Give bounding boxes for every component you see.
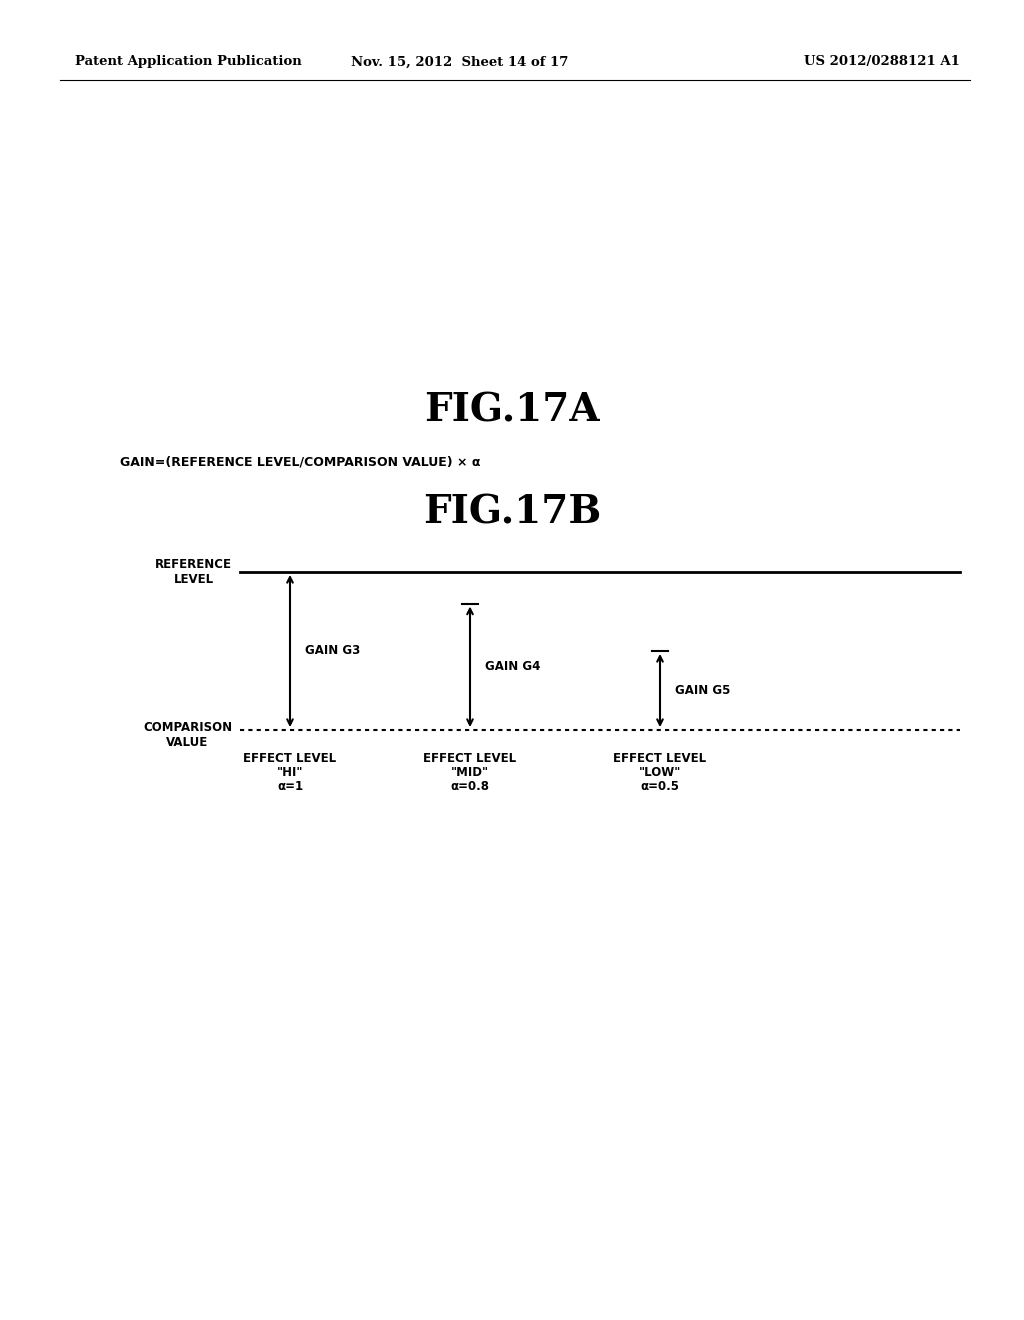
Text: GAIN G5: GAIN G5 — [675, 684, 730, 697]
Text: REFERENCE
LEVEL: REFERENCE LEVEL — [155, 558, 232, 586]
Text: "MID": "MID" — [451, 766, 489, 779]
Text: COMPARISON
VALUE: COMPARISON VALUE — [143, 721, 232, 748]
Text: "LOW": "LOW" — [639, 766, 681, 779]
Text: GAIN=(REFERENCE LEVEL/COMPARISON VALUE) × α: GAIN=(REFERENCE LEVEL/COMPARISON VALUE) … — [120, 455, 480, 469]
Text: FIG.17B: FIG.17B — [423, 492, 601, 531]
Text: α=0.8: α=0.8 — [451, 780, 489, 793]
Text: EFFECT LEVEL: EFFECT LEVEL — [244, 752, 337, 766]
Text: Patent Application Publication: Patent Application Publication — [75, 55, 302, 69]
Text: GAIN G4: GAIN G4 — [485, 660, 541, 673]
Text: "HI": "HI" — [276, 766, 303, 779]
Text: α=1: α=1 — [276, 780, 303, 793]
Text: US 2012/0288121 A1: US 2012/0288121 A1 — [804, 55, 961, 69]
Text: EFFECT LEVEL: EFFECT LEVEL — [424, 752, 516, 766]
Text: GAIN G3: GAIN G3 — [305, 644, 360, 657]
Text: Nov. 15, 2012  Sheet 14 of 17: Nov. 15, 2012 Sheet 14 of 17 — [351, 55, 568, 69]
Text: α=0.5: α=0.5 — [640, 780, 680, 793]
Text: FIG.17A: FIG.17A — [424, 391, 600, 429]
Text: EFFECT LEVEL: EFFECT LEVEL — [613, 752, 707, 766]
